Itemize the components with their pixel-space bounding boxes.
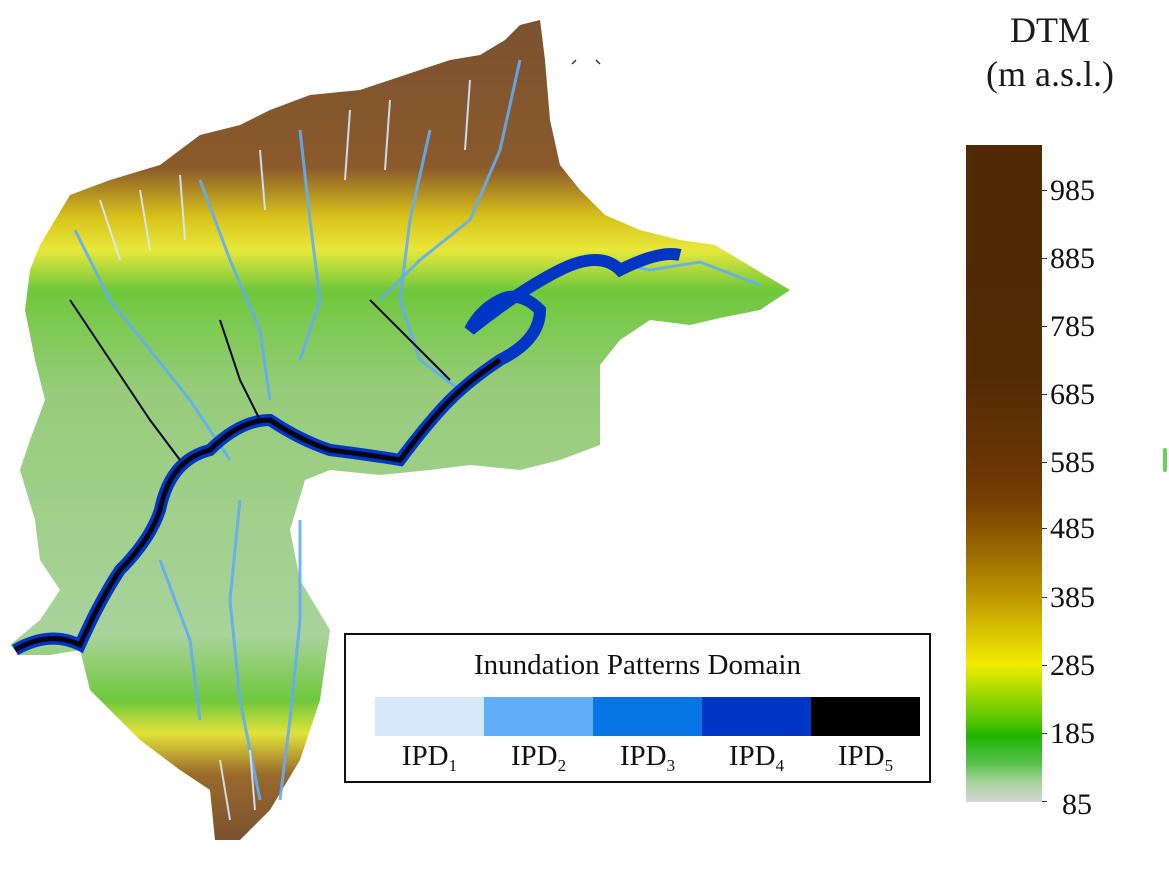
- legend-label-ipd3: IPD3: [619, 740, 676, 775]
- colorbar-title-line1: DTM: [1010, 10, 1090, 50]
- legend-swatch-ipd2: [484, 697, 593, 736]
- main-river-ipd5: [13, 357, 502, 653]
- legend-swatch-ipd3: [593, 697, 702, 736]
- legend-label-ipd2: IPD2: [510, 740, 567, 775]
- legend-label-ipd1: IPD1: [401, 740, 458, 775]
- colorbar-tick: [1042, 801, 1047, 802]
- colorbar-tick: [1042, 528, 1047, 529]
- colorbar-tick: [1042, 733, 1047, 734]
- catchment-dtm: [10, 20, 790, 840]
- colorbar-tick: [1042, 394, 1047, 395]
- colorbar-tick: [1042, 597, 1047, 598]
- legend-swatch-ipd1: [375, 697, 484, 736]
- legend-color-bar: [375, 697, 920, 736]
- legend-labels: IPD1 IPD2 IPD3 IPD4 IPD5: [375, 737, 920, 785]
- north-arrow-fragment: [571, 59, 601, 65]
- colorbar-tick: [1042, 190, 1047, 191]
- legend-title: Inundation Patterns Domain: [473, 649, 801, 681]
- catchment-map: [10, 20, 790, 840]
- colorbar-tick: [1042, 462, 1047, 463]
- colorbar-tick-label: 185: [1050, 717, 1095, 750]
- colorbar-tick-label: 385: [1050, 581, 1095, 614]
- colorbar-tick-label: 85: [1062, 788, 1092, 821]
- stray-mark: [1163, 448, 1167, 472]
- legend-swatch-ipd4: [702, 697, 811, 736]
- colorbar-tick: [1042, 326, 1047, 327]
- colorbar-tick-label: 485: [1050, 512, 1095, 545]
- legend-label-ipd5: IPD5: [837, 740, 894, 775]
- colorbar-tick-label: 585: [1050, 446, 1095, 479]
- colorbar-tick: [1042, 665, 1047, 666]
- colorbar-tick-label: 685: [1050, 378, 1095, 411]
- colorbar-units: (m a.s.l.): [986, 54, 1114, 94]
- ipd-legend: Inundation Patterns Domain IPD1 IPD2 IPD…: [344, 633, 931, 783]
- colorbar-tick-label: 885: [1050, 242, 1095, 275]
- colorbar-tick: [1042, 258, 1047, 259]
- legend-swatch-ipd5: [811, 697, 920, 736]
- colorbar-tick-label: 985: [1050, 174, 1095, 207]
- legend-label-ipd4: IPD4: [728, 740, 785, 775]
- colorbar-tick-label: 785: [1050, 310, 1095, 343]
- colorbar-title: DTM (m a.s.l.): [950, 8, 1150, 96]
- colorbar-tick-label: 285: [1050, 649, 1095, 682]
- dtm-colorbar: [966, 145, 1042, 802]
- dtm-map-graphic: [10, 20, 790, 840]
